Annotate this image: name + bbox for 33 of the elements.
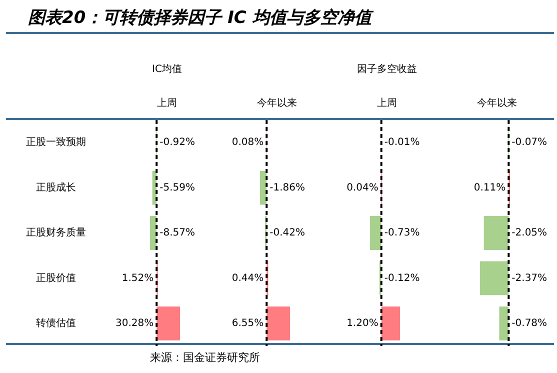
y-tick-label: 转债估值 (36, 316, 76, 329)
data-label: 1.52% (122, 272, 154, 284)
y-tick-label: 正股财务质量 (26, 226, 86, 239)
data-label: -0.07% (512, 137, 548, 148)
data-label: -8.57% (160, 228, 196, 239)
y-tick-label: 正股一致预期 (26, 136, 86, 148)
data-label: -0.92% (160, 137, 196, 148)
data-label: 0.04% (346, 182, 378, 194)
data-label: 0.44% (232, 272, 264, 284)
data-label: -0.01% (384, 137, 420, 148)
data-label: 0.11% (474, 182, 506, 194)
data-label: -1.86% (270, 182, 306, 194)
data-label: -2.05% (512, 228, 548, 239)
x-axis-title: 今年以来 (256, 96, 298, 110)
data-label: 6.55% (232, 318, 264, 329)
chart-subtitle: IC均值 (151, 63, 183, 76)
x-axis-title: 上周 (376, 96, 398, 110)
y-tick-label: 正股价值 (36, 272, 76, 284)
x-axis-title: 上周 (156, 96, 178, 110)
data-label: -2.37% (512, 272, 548, 284)
source-note: 来源：国金证券研究所 (150, 350, 260, 365)
data-label: 0.08% (232, 137, 264, 148)
data-label: 30.28% (115, 318, 154, 329)
data-label: -0.12% (384, 272, 420, 284)
data-label: -0.78% (512, 318, 548, 329)
data-label: 1.20% (346, 318, 378, 329)
data-label: -0.73% (384, 228, 420, 239)
data-label: -5.59% (160, 182, 196, 194)
chart-subtitle: 因子多空收益 (356, 62, 418, 76)
data-label: -0.42% (270, 228, 306, 239)
chart-title: 图表20：可转债择券因子 IC 均值与多空净值 (28, 7, 372, 29)
x-axis-title: 今年以来 (476, 96, 518, 110)
y-tick-label: 正股成长 (36, 181, 76, 194)
